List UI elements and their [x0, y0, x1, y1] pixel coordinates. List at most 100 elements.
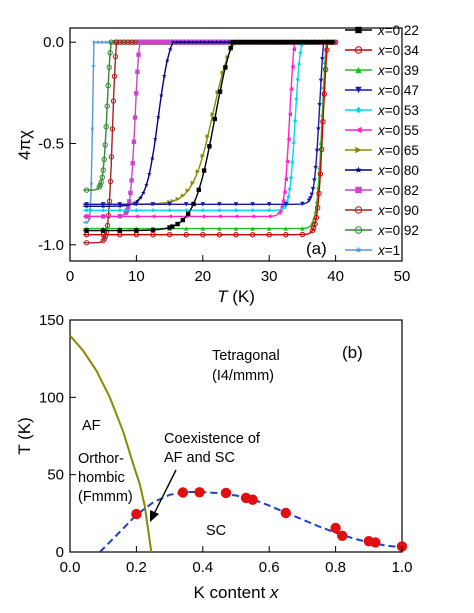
panel-a-frame	[69, 27, 403, 262]
tc-data-point	[177, 487, 189, 498]
series-point	[286, 39, 291, 45]
legend-marker	[355, 66, 362, 74]
series-point	[117, 228, 122, 233]
series-point	[109, 126, 116, 132]
series-point	[226, 39, 231, 45]
annotation-orthorhombic-3: (Fmmm)	[78, 489, 133, 505]
series-point	[205, 134, 210, 139]
series-point	[134, 202, 139, 207]
series-point	[217, 202, 222, 207]
series-point	[134, 214, 139, 219]
panel-a-x-tick-label: 30	[261, 268, 278, 285]
series-point	[280, 198, 286, 204]
legend-marker	[355, 246, 362, 253]
series-point	[111, 73, 118, 79]
tc-data-point	[194, 487, 205, 498]
series-point	[107, 50, 113, 56]
panel-b-x-tick-label: 0.6	[259, 559, 280, 576]
series-point	[117, 208, 122, 213]
series-point	[306, 39, 311, 45]
series-point	[141, 39, 146, 45]
panel-a-xlabel: T (K)	[217, 287, 255, 306]
series-point	[288, 86, 294, 92]
series-point	[161, 39, 166, 45]
series-point	[286, 194, 291, 199]
coexistence-arrow-head	[150, 510, 159, 522]
series-point	[165, 58, 170, 63]
series-point	[200, 208, 205, 213]
series-point	[91, 39, 97, 45]
series-point	[284, 159, 290, 164]
series-point	[180, 193, 186, 198]
series-point	[217, 226, 222, 231]
series-point	[167, 208, 172, 213]
series-point	[287, 111, 292, 117]
series-point	[309, 192, 314, 198]
panel-b-x-tick-label: 0.8	[325, 559, 346, 576]
tc-data-point	[330, 522, 341, 534]
series-line	[83, 41, 336, 206]
series-point	[330, 39, 335, 45]
series-point	[212, 116, 217, 122]
panel-a-x-tick-label: 0	[66, 268, 74, 285]
series-point	[250, 214, 255, 219]
series-point	[186, 39, 192, 45]
series-point	[150, 231, 156, 238]
series-point	[101, 156, 107, 163]
series-point	[167, 202, 172, 207]
series-point	[267, 214, 272, 219]
series-point	[130, 161, 135, 166]
series-point	[175, 221, 180, 227]
series-point	[291, 47, 296, 52]
series-point	[88, 207, 93, 212]
series-point	[150, 155, 155, 161]
series-point	[150, 208, 156, 213]
series-point	[185, 188, 191, 193]
legend-label: x=0.39	[377, 63, 419, 78]
series-point	[312, 178, 317, 183]
series-point	[295, 77, 300, 82]
series-point	[95, 39, 101, 45]
legend-marker	[355, 186, 362, 194]
series-point	[207, 144, 212, 149]
panel-a-x-tick-label: 50	[394, 268, 411, 285]
panel-b-x-tick-label: 0.4	[192, 559, 213, 576]
legend-label: x=0.80	[377, 163, 419, 178]
series-point	[138, 195, 143, 200]
series-point	[294, 96, 299, 102]
series-point	[84, 202, 89, 207]
series-point	[291, 140, 296, 145]
annotation-orthorhombic-2: hombic	[78, 470, 125, 486]
legend-label: x=0.55	[377, 123, 419, 138]
series-point	[312, 221, 318, 227]
series-point	[156, 114, 161, 120]
series-point	[200, 231, 206, 238]
series-point	[287, 186, 292, 192]
series-point	[170, 198, 176, 204]
panel-b-x-ticks: 0.0 0.2 0.4 0.6 0.8 1.0	[60, 546, 412, 576]
series-point	[83, 187, 90, 193]
series-point	[250, 39, 255, 45]
series-point	[162, 73, 167, 78]
series-point	[200, 214, 205, 219]
series-point	[267, 202, 272, 207]
series-point	[288, 175, 294, 180]
series-point	[134, 228, 139, 233]
series-point	[127, 199, 132, 204]
series-point	[320, 57, 325, 62]
series-point	[310, 187, 316, 192]
series-line	[83, 41, 336, 206]
series-point	[190, 180, 196, 186]
series-point	[110, 98, 117, 104]
series-point	[314, 205, 321, 211]
series-point	[310, 39, 315, 45]
series-point	[290, 160, 295, 165]
series-point	[125, 204, 131, 210]
series-point	[223, 65, 228, 70]
series-point	[250, 208, 255, 213]
series-point	[309, 227, 316, 234]
panel-b-y-tick-label: 150	[39, 312, 64, 329]
legend-entry: x=0.55	[345, 123, 419, 138]
series-point	[283, 202, 288, 207]
series-point	[283, 231, 289, 238]
